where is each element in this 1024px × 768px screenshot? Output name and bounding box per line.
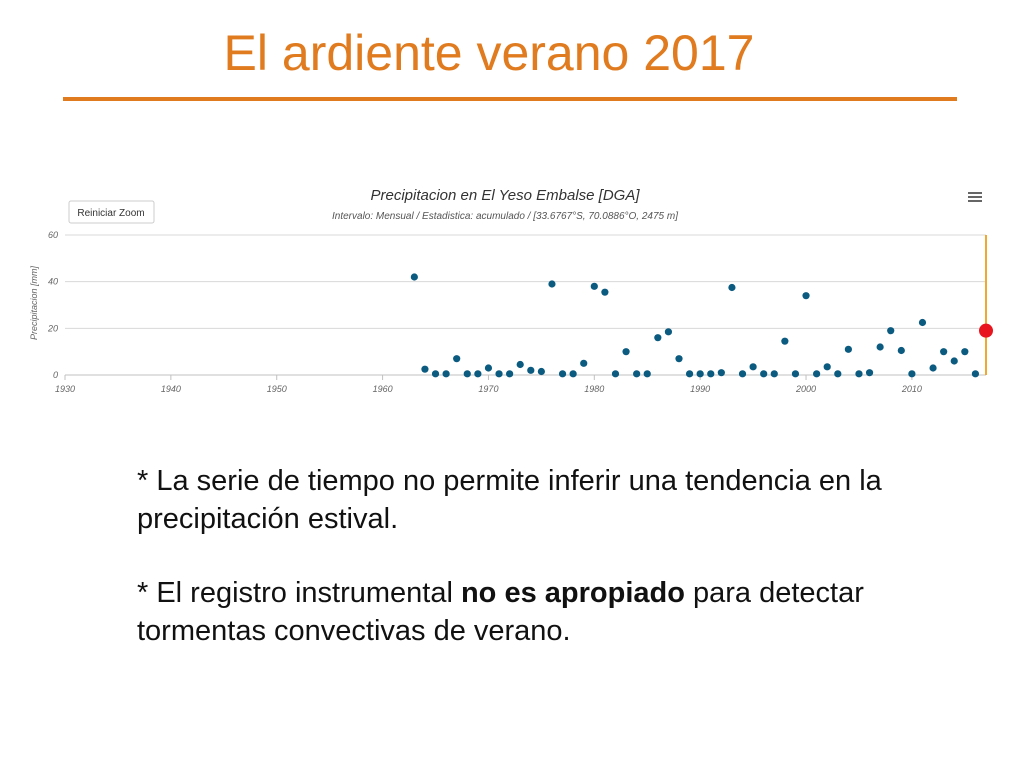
grid-lines — [65, 234, 986, 376]
data-point — [802, 292, 810, 300]
data-point — [654, 334, 662, 342]
data-point — [940, 348, 948, 356]
data-point — [760, 370, 768, 378]
data-point — [844, 345, 852, 353]
data-point — [506, 370, 514, 378]
data-point — [770, 370, 778, 378]
data-point — [537, 367, 545, 376]
data-point — [410, 273, 418, 281]
data-point — [929, 364, 937, 372]
data-point — [738, 370, 747, 378]
data-point — [453, 355, 461, 363]
data-point — [908, 370, 916, 378]
x-tick-label: 1960 — [373, 384, 393, 394]
y-tick-label: 40 — [48, 277, 58, 287]
data-point — [601, 288, 609, 296]
data-point — [643, 370, 651, 378]
data-point — [633, 370, 641, 378]
y-tick-label: 60 — [48, 230, 58, 240]
data-point — [865, 369, 874, 377]
data-point — [442, 370, 450, 378]
data-point — [516, 360, 524, 369]
x-tick-label: 1980 — [584, 384, 604, 394]
data-point — [675, 355, 683, 363]
data-point — [855, 370, 863, 378]
y-tick-label: 0 — [53, 370, 58, 380]
reset-zoom-label: Reiniciar Zoom — [77, 208, 144, 219]
data-point — [590, 282, 598, 290]
data-point — [823, 363, 831, 371]
data-point — [548, 280, 556, 288]
data-point — [749, 363, 757, 371]
x-tick-label: 1990 — [690, 384, 710, 394]
data-point — [876, 343, 884, 351]
x-tick-label: 1940 — [161, 384, 181, 394]
data-point — [611, 370, 620, 378]
data-point — [664, 328, 673, 336]
bullet-list: * La serie de tiempo no permite inferir … — [137, 462, 957, 686]
data-point — [897, 346, 905, 355]
data-point — [474, 370, 482, 378]
data-point — [728, 283, 736, 292]
x-tick-label: 1970 — [478, 384, 498, 394]
data-point — [887, 327, 895, 335]
data-point — [463, 370, 471, 378]
chart-title: Precipitacion en El Yeso Embalse [DGA] — [370, 187, 640, 204]
bullet-1: * La serie de tiempo no permite inferir … — [137, 465, 882, 535]
data-point — [622, 348, 630, 356]
slide-title: El ardiente verano 2017 — [223, 25, 755, 81]
x-tick-label: 2000 — [795, 384, 816, 394]
bullet-2-bold: no es apropiado — [460, 577, 685, 609]
chart-subtitle: Intervalo: Mensual / Estadistica: acumul… — [332, 211, 678, 222]
data-point — [495, 370, 503, 378]
data-point — [527, 366, 535, 374]
data-point — [558, 370, 567, 378]
hamburger-menu-icon[interactable] — [968, 192, 982, 202]
bullet-2: * El registro instrumental no es apropia… — [137, 574, 957, 650]
reset-zoom-button[interactable]: Reiniciar Zoom — [68, 200, 155, 224]
data-point — [696, 370, 704, 378]
bullet-2-text-start: * El registro instrumental — [137, 577, 461, 609]
axis-ticks: 0 20 40 60 1930 1940 1950 1960 1970 1980 1990 2000 2… — [47, 230, 986, 394]
data-point — [431, 370, 440, 378]
data-point — [971, 370, 980, 378]
data-point — [580, 359, 588, 367]
data-points — [410, 273, 993, 378]
bullet-2-text-end: para detectar tormentas convectivas de v… — [137, 577, 864, 647]
data-point — [918, 318, 927, 327]
data-point — [685, 370, 694, 378]
data-point — [717, 369, 725, 377]
precipitation-chart: Precipitacion en El Yeso Embalse [DGA] I… — [29, 187, 993, 394]
data-point — [950, 357, 958, 365]
title-underline — [63, 97, 957, 101]
data-point — [791, 370, 800, 378]
data-point — [569, 370, 577, 378]
x-tick-label: 2010 — [901, 384, 922, 394]
data-point — [834, 370, 842, 378]
y-tick-label: 20 — [47, 323, 58, 333]
data-point — [813, 370, 821, 378]
x-tick-label: 1930 — [55, 384, 75, 394]
x-tick-label: 1950 — [267, 384, 287, 394]
y-axis-label: Precipitacion [mm] — [29, 265, 39, 340]
data-point — [707, 370, 715, 378]
data-point — [484, 364, 493, 372]
data-point — [781, 337, 789, 345]
highlight-point — [979, 323, 993, 338]
data-point — [421, 365, 429, 373]
data-point — [961, 348, 969, 356]
